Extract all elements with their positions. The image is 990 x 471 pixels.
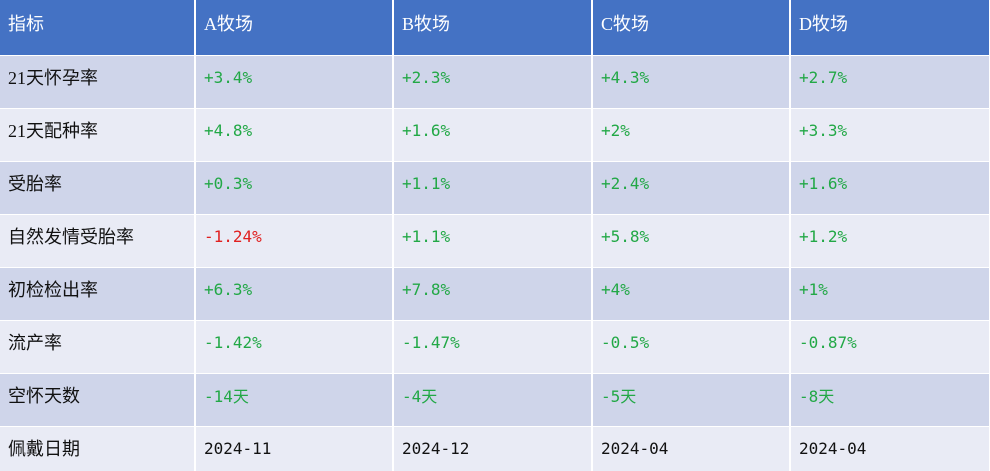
row-label: 21天配种率 <box>0 108 196 162</box>
value-cell: -1.47% <box>393 320 593 374</box>
value-cell: +5.8% <box>592 214 791 268</box>
value-cell: -8天 <box>790 373 990 427</box>
value-cell: -4天 <box>393 373 593 427</box>
value-cell: +4.3% <box>592 55 791 109</box>
header-cell: 指标 <box>0 0 196 56</box>
value-cell: +6.3% <box>195 267 394 321</box>
value-cell: +2.7% <box>790 55 990 109</box>
row-label: 佩戴日期 <box>0 426 196 471</box>
value-cell: 2024-12 <box>393 426 593 471</box>
header-cell: D牧场 <box>790 0 990 56</box>
value-cell: +3.3% <box>790 108 990 162</box>
value-cell: -1.42% <box>195 320 394 374</box>
value-cell: 2024-11 <box>195 426 394 471</box>
value-cell: +2.4% <box>592 161 791 215</box>
table-row: 空怀天数 -14天 -4天 -5天 -8天 <box>0 373 990 427</box>
value-cell: -5天 <box>592 373 791 427</box>
value-cell: 2024-04 <box>592 426 791 471</box>
table-row: 初检检出率 +6.3% +7.8% +4% +1% <box>0 267 990 321</box>
row-label: 21天怀孕率 <box>0 55 196 109</box>
value-cell: +1% <box>790 267 990 321</box>
row-label: 初检检出率 <box>0 267 196 321</box>
value-cell: -0.87% <box>790 320 990 374</box>
value-cell: -0.5% <box>592 320 791 374</box>
value-cell: 2024-04 <box>790 426 990 471</box>
value-cell: +1.6% <box>393 108 593 162</box>
value-cell: +2% <box>592 108 791 162</box>
table-row: 21天配种率 +4.8% +1.6% +2% +3.3% <box>0 108 990 162</box>
header-cell: C牧场 <box>592 0 791 56</box>
value-cell: +7.8% <box>393 267 593 321</box>
value-cell: -1.24% <box>195 214 394 268</box>
row-label: 流产率 <box>0 320 196 374</box>
value-cell: +2.3% <box>393 55 593 109</box>
value-cell: +0.3% <box>195 161 394 215</box>
row-label: 空怀天数 <box>0 373 196 427</box>
table-row: 受胎率 +0.3% +1.1% +2.4% +1.6% <box>0 161 990 215</box>
table-body: 21天怀孕率 +3.4% +2.3% +4.3% +2.7% 21天配种率 +4.8% +1.… <box>0 55 990 471</box>
value-cell: +3.4% <box>195 55 394 109</box>
header-row: 指标 A牧场 B牧场 C牧场 D牧场 <box>0 0 990 56</box>
table-row: 自然发情受胎率 -1.24% +1.1% +5.8% +1.2% <box>0 214 990 268</box>
value-cell: +1.6% <box>790 161 990 215</box>
value-cell: -14天 <box>195 373 394 427</box>
header-cell: B牧场 <box>393 0 593 56</box>
table-row: 流产率 -1.42% -1.47% -0.5% -0.87% <box>0 320 990 374</box>
table-row: 21天怀孕率 +3.4% +2.3% +4.3% +2.7% <box>0 55 990 109</box>
row-label: 受胎率 <box>0 161 196 215</box>
row-label: 自然发情受胎率 <box>0 214 196 268</box>
value-cell: +4.8% <box>195 108 394 162</box>
value-cell: +4% <box>592 267 791 321</box>
value-cell: +1.1% <box>393 161 593 215</box>
header-cell: A牧场 <box>195 0 394 56</box>
value-cell: +1.1% <box>393 214 593 268</box>
value-cell: +1.2% <box>790 214 990 268</box>
table-row: 佩戴日期 2024-11 2024-12 2024-04 2024-04 <box>0 426 990 471</box>
